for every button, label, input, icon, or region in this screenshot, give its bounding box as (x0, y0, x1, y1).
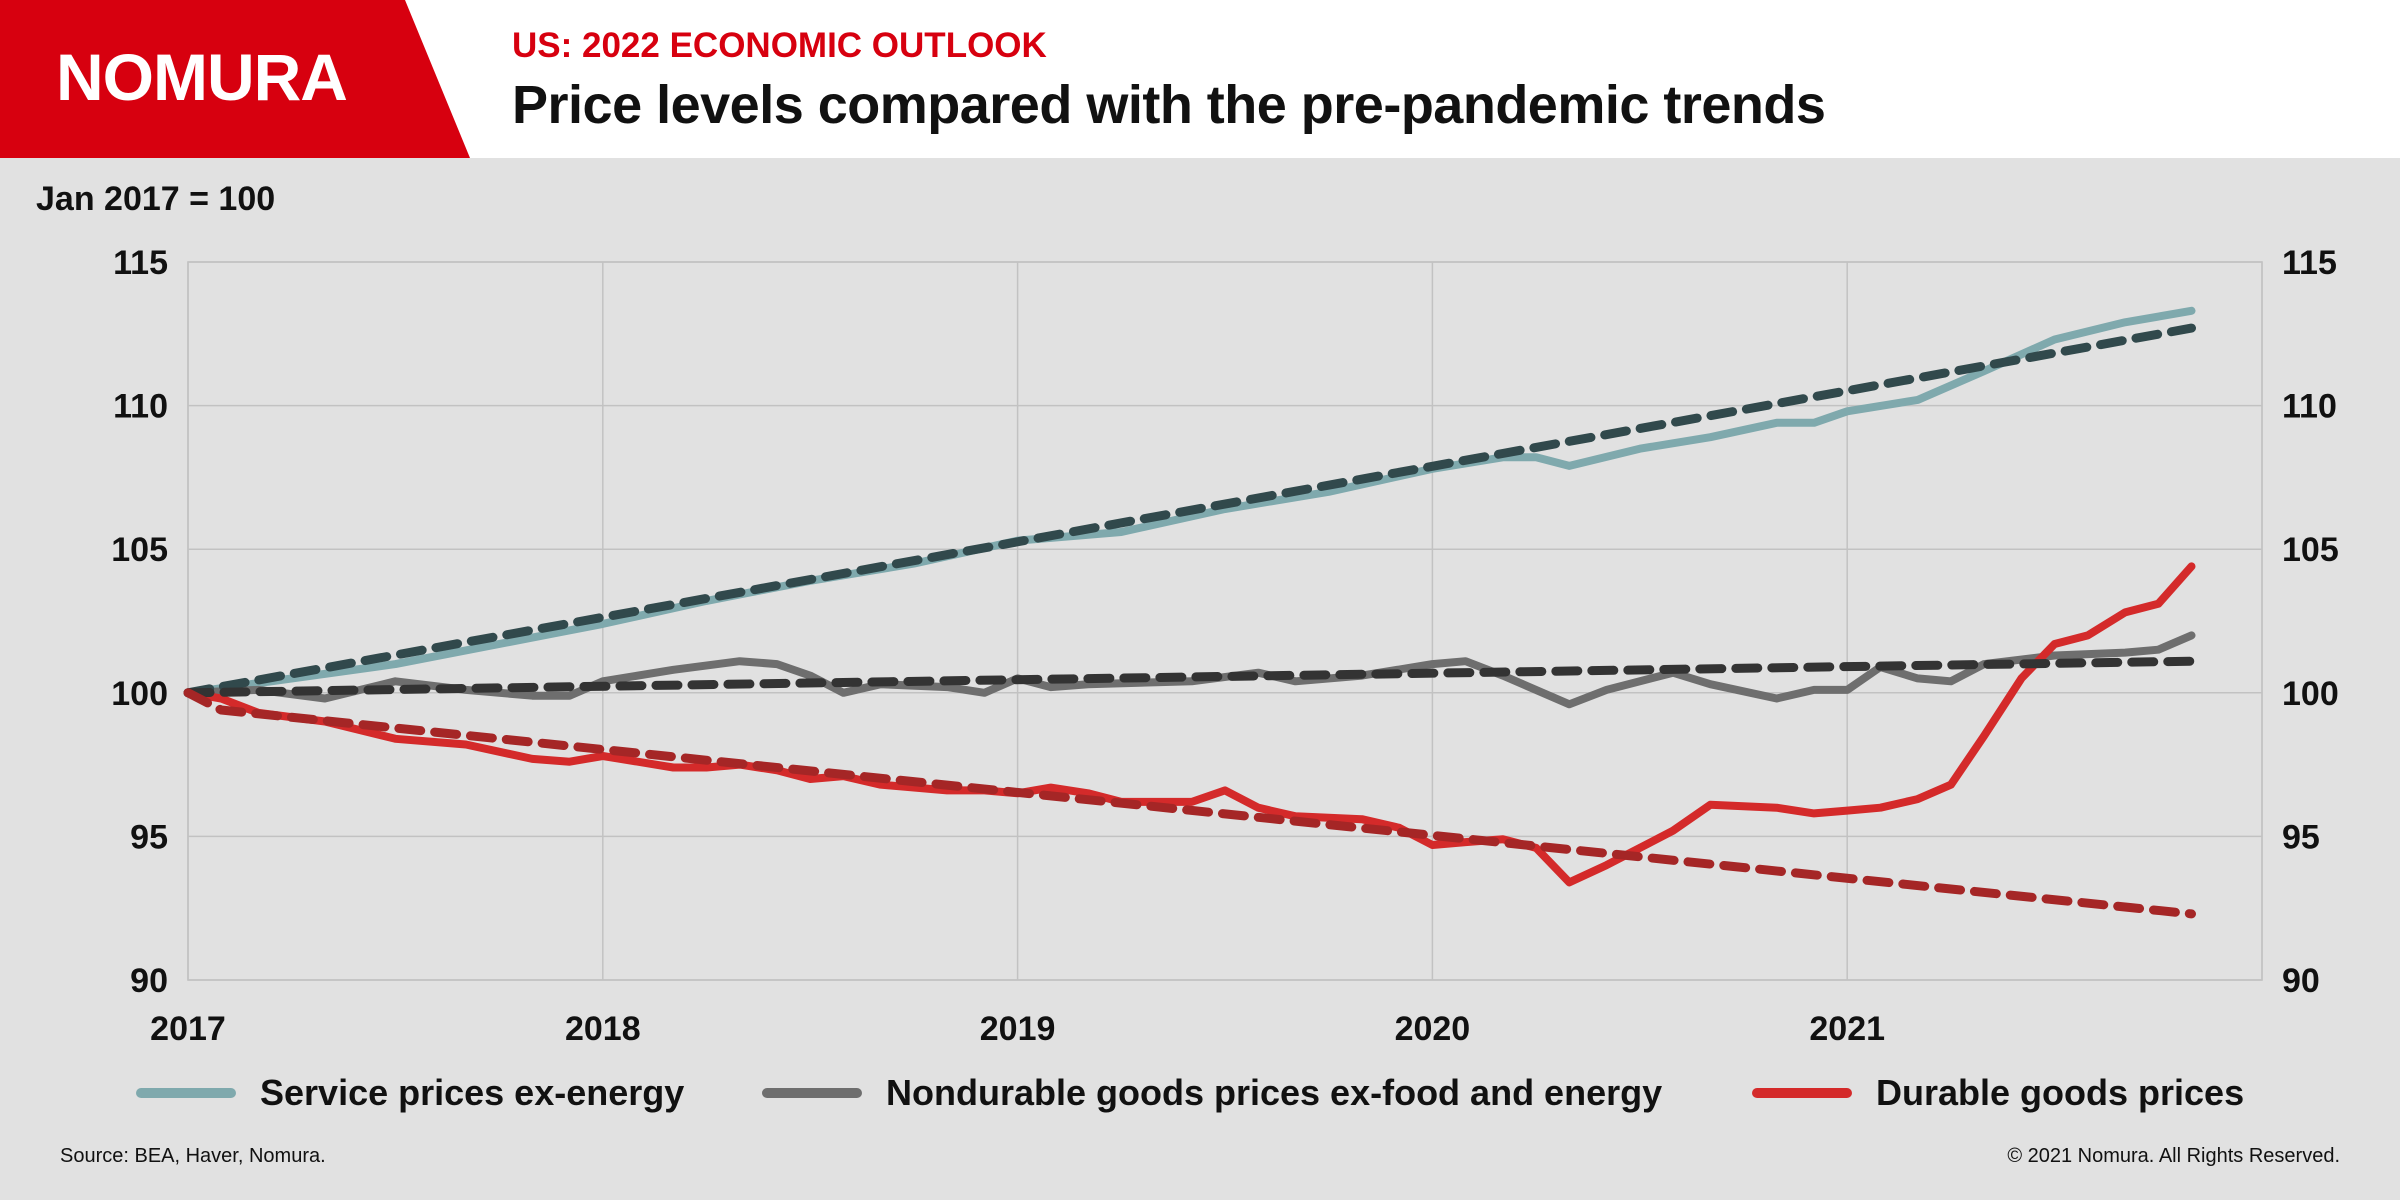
legend-label-nondurable: Nondurable goods prices ex-food and ener… (886, 1072, 1663, 1113)
chart-title: Price levels compared with the pre-pande… (512, 75, 1826, 135)
y-tick-label-right: 105 (2282, 531, 2339, 569)
y-tick-label-left: 105 (111, 531, 168, 569)
price-level-chart: 90 90 95 95 100 100 105 105 110 110 115 115 2017 2018… (111, 244, 2339, 1048)
durable-prices-line (184, 562, 2196, 887)
durable-trend-line (183, 688, 2196, 919)
service-trend-line (183, 323, 2196, 698)
legend-item-durable: Durable goods prices (1752, 1065, 2244, 1121)
y-tick-label-right: 115 (2282, 244, 2337, 282)
plot-area (187, 261, 2263, 981)
copyright-note: © 2021 Nomura. All Rights Reserved. (2007, 1145, 2340, 1167)
legend-swatch-nondurable (762, 1088, 862, 1098)
y-tick-label-left: 110 (113, 388, 168, 426)
x-tick-label: 2021 (1809, 1010, 1885, 1048)
legend-item-nondurable: Nondurable goods prices ex-food and ener… (762, 1065, 1662, 1121)
brand-banner (0, 0, 470, 158)
brand-block: NOMURA (0, 0, 470, 158)
x-tick-label: 2019 (980, 1010, 1056, 1048)
y-tick-label-left: 90 (130, 962, 168, 1000)
y-tick-label-left: 95 (130, 818, 168, 856)
legend-label-durable: Durable goods prices (1876, 1072, 2245, 1113)
report-kicker: US: 2022 ECONOMIC OUTLOOK (512, 26, 1047, 65)
header: NOMURA US: 2022 ECONOMIC OUTLOOK Price l… (0, 0, 2400, 158)
y-tick-label-right: 100 (2282, 675, 2339, 713)
legend-item-service: Service prices ex-energy (136, 1065, 684, 1121)
x-tick-label: 2020 (1395, 1010, 1471, 1048)
x-tick-label: 2018 (565, 1010, 641, 1048)
legend-swatch-durable (1752, 1088, 1852, 1098)
nomura-logo[interactable]: NOMURA (56, 40, 348, 114)
y-tick-label-right: 95 (2282, 818, 2320, 856)
y-tick-label-left: 115 (113, 244, 168, 282)
y-tick-label-left: 100 (111, 675, 168, 713)
unit-label: Jan 2017 = 100 (36, 180, 276, 218)
y-tick-label-right: 110 (2282, 388, 2337, 426)
legend-swatch-service (136, 1088, 236, 1098)
source-note: Source: BEA, Haver, Nomura. (60, 1145, 326, 1167)
nondurable-trend-line (183, 656, 2196, 698)
y-tick-label-right: 90 (2282, 962, 2320, 1000)
legend-label-service: Service prices ex-energy (260, 1072, 685, 1113)
x-tick-label: 2017 (150, 1010, 226, 1048)
